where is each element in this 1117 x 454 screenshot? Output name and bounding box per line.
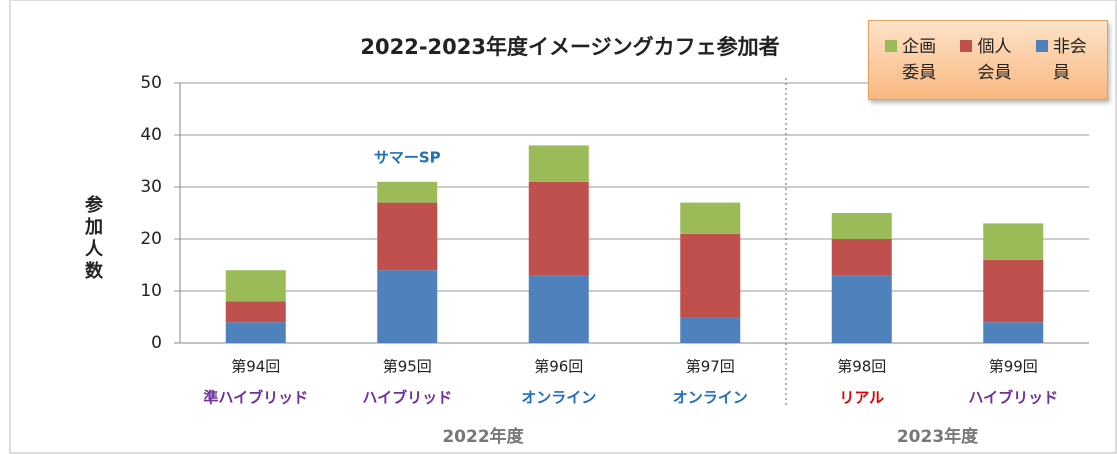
legend-entry: 企画委員 [885,34,940,86]
y-tick-label: 40 [140,125,162,145]
x-tick-label: 第95回 [383,358,432,376]
bar-segment [225,322,286,343]
legend: 企画委員 個人会員 非会員 [868,20,1108,100]
bar-segment [225,301,286,323]
bar-segment [377,202,438,271]
y-tick-label: 20 [140,229,162,249]
group-label: 2022年度 [442,426,524,447]
bar-segment [831,275,892,343]
bar-segment [528,145,589,182]
category-note: ハイブリッド [968,389,1058,407]
y-tick-label: 10 [140,281,162,301]
legend-entry: 個人会員 [960,34,1015,86]
x-tick-label: 第97回 [686,358,735,376]
y-axis-label: 参加人数 [82,194,104,283]
bar-segment [983,259,1044,323]
bar-segment [377,181,438,203]
bar-segment [225,270,286,302]
y-tick-label: 0 [151,333,162,353]
x-tick-label: 第99回 [989,358,1038,376]
category-note: オンライン [521,389,596,407]
chart-title: 2022-2023年度イメージングカフェ参加者 [360,35,779,59]
frame [9,0,1117,454]
category-note: 準ハイブリッド [203,389,308,407]
category-note: リアル [839,389,884,407]
bar-segment [831,213,892,239]
bar-segment [528,275,589,343]
x-tick-label: 第94回 [231,358,280,376]
legend-label: 個人会員 [977,37,1012,83]
category-note: オンライン [673,389,748,407]
legend-label: 非会員 [1052,37,1087,83]
group-label: 2023年度 [897,426,979,447]
bar-segment [983,223,1044,260]
y-tick-label: 30 [140,177,162,197]
bar-segment [377,270,438,343]
bar-segment [680,202,741,234]
legend-label: 企画委員 [902,37,937,83]
bar-segment [680,317,741,343]
legend-swatch [885,40,898,52]
annotation: サマーSP [374,149,441,167]
x-tick-label: 第98回 [837,358,886,376]
y-tick-label: 50 [140,73,162,93]
bar-segment [983,322,1044,343]
bar-segment [528,181,589,276]
legend-entry: 非会員 [1035,34,1091,86]
legend-swatch [1035,40,1048,52]
legend-swatch [960,40,973,52]
bar-segment [831,239,892,276]
bar-segment [680,233,741,317]
category-note: ハイブリッド [362,389,452,407]
x-tick-label: 第96回 [534,358,583,376]
